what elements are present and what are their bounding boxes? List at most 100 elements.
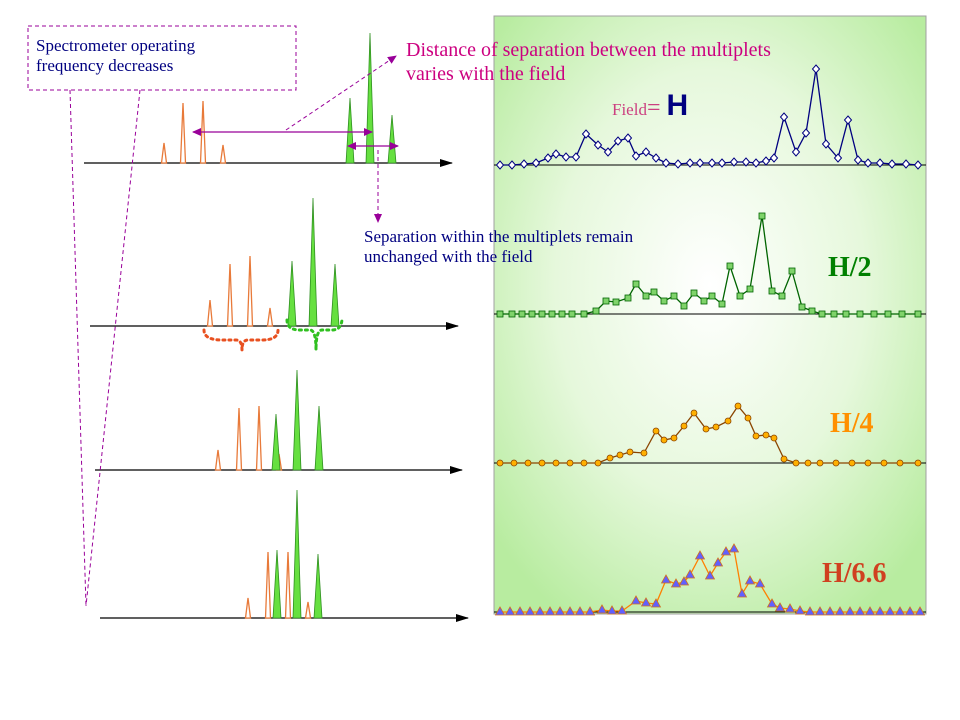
field-h2-spectrum-marker [768,287,776,295]
field-h-spectrum-marker [507,160,517,170]
field-h6-6-spectrum-marker [616,605,628,615]
red-peak [284,551,292,619]
field-h2-spectrum-trace [500,215,918,315]
field-h-spectrum-marker [741,157,751,167]
field-h6-6-spectrum-marker [824,606,836,616]
field-h-spectrum-marker [875,158,885,168]
field-h6-6-spectrum-marker [814,606,826,616]
red-peak [214,449,222,471]
field-h-spectrum-marker [641,147,651,157]
field-h6-6-spectrum-marker [684,569,696,579]
field-h6-6-spectrum-marker [774,602,786,612]
field-h2-spectrum-marker [746,285,754,293]
distance-note-line-1: Distance of separation between the multi… [406,39,771,61]
field-h4-spectrum-marker [510,459,518,467]
field-h-spectrum-marker [495,160,505,170]
field-label-eq: = [646,95,667,121]
field-h2-spectrum-marker [830,310,838,318]
field-label-prefix: Field [612,100,647,119]
field-h2-spectrum-marker [700,297,708,305]
field-h4-spectrum-marker [832,459,840,467]
green-multiplet-brace [285,316,344,351]
field-h-spectrum-marker [613,136,623,146]
field-h2-spectrum-marker [568,310,576,318]
field-h2-spectrum-marker [818,310,826,318]
field-h2-spectrum-marker [870,310,878,318]
frequency-leader-2 [85,89,141,607]
field-h4-spectrum-marker [652,427,660,435]
red-peak [246,255,254,327]
field-h4-spectrum-marker [734,402,742,410]
field-h2-spectrum-marker [612,298,620,306]
field-h6-6-spectrum-marker [504,606,516,616]
field-h2-spectrum-marker [798,303,806,311]
field-h6-6-spectrum-marker [606,605,618,615]
green-peak [345,97,355,164]
field-h4-spectrum-marker [626,448,634,456]
field-h6-6-spectrum-marker [834,606,846,616]
spectra-panel [493,15,927,616]
green-peak [365,32,375,164]
field-h6-6-spectrum-marker [794,605,806,615]
field-h4-spectrum-marker [606,454,614,462]
field-h-spectrum-marker [887,159,897,169]
red-peak [219,144,227,164]
red-peak [179,102,187,164]
field-h6-6-spectrum-marker [894,606,906,616]
field-h4-spectrum-marker [914,459,922,467]
green-peak [292,489,302,619]
field-h2-spectrum-marker [884,310,892,318]
field-h6-6-spectrum-marker [630,595,642,605]
field-h-spectrum-marker [853,155,863,165]
field-h4-spectrum-marker [552,459,560,467]
field-h2-spectrum-marker [788,267,796,275]
red-peak [304,601,312,619]
field-h2-spectrum-marker [898,310,906,318]
field-h-spectrum-marker [761,156,771,166]
field-h2-spectrum-marker [914,310,922,318]
field-h2-spectrum-marker [602,297,610,305]
field-h-spectrum-marker [631,151,641,161]
field-h6-6-spectrum-marker [694,550,706,560]
field-h-spectrum-marker [843,115,853,125]
field-h-spectrum-marker [519,159,529,169]
field-h4-spectrum-marker [566,459,574,467]
within-note-line-1: Separation within the multiplets remain [364,227,634,246]
field-h2-spectrum-marker [718,300,726,308]
field-h-spectrum-marker [779,112,789,122]
field-h4-spectrum-marker [762,431,770,439]
field-h-spectrum-marker [695,158,705,168]
annotation-arrows [27,25,399,607]
field-h-spectrum-marker [651,153,661,163]
frequency-leader-1 [69,89,87,607]
field-h-spectrum-marker [833,153,843,163]
field-h4-spectrum-marker [680,422,688,430]
field-h2-spectrum-marker [496,310,504,318]
field-h2-spectrum-marker [670,292,678,300]
field-h2-spectrum-marker [660,297,668,305]
field-h4-spectrum-marker [804,459,812,467]
green-peak [271,413,281,471]
field-h6-6-spectrum-marker [564,606,576,616]
field-h4-spectrum-marker [640,449,648,457]
field-h4-spectrum-marker [580,459,588,467]
field-h-spectrum-marker [581,129,591,139]
field-h-spectrum-marker [821,139,831,149]
field-h2-spectrum-marker [726,262,734,270]
field-h6-6-spectrum-marker [864,606,876,616]
field-h4-spectrum-marker [896,459,904,467]
green-peak [287,260,297,327]
red-peak [160,142,168,164]
green-peak [292,369,302,471]
field-h-spectrum-marker [603,147,613,157]
red-peak [266,307,274,327]
field-h4-spectrum-marker [880,459,888,467]
green-peak [330,263,340,327]
field-h2-spectrum-marker [592,307,600,315]
field-h6-6-spectrum-marker [736,588,748,598]
field-h6-6-spectrum-marker [744,575,756,585]
field-h-spectrum-marker [571,152,581,162]
field-h-spectrum-marker [707,158,717,168]
field-h6-6-spectrum-marker [534,606,546,616]
